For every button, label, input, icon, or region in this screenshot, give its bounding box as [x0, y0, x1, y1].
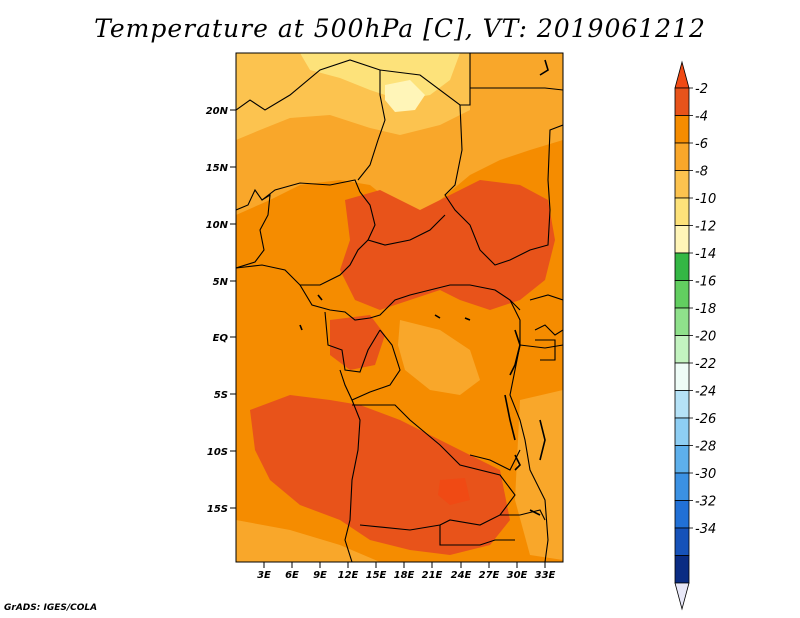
lat-label: 20N	[206, 106, 229, 117]
field-south-dark	[250, 395, 510, 555]
field-central-dark	[340, 180, 555, 310]
lon-label: 30E	[507, 570, 528, 581]
lat-label: EQ	[213, 333, 229, 344]
lon-label: 21E	[422, 570, 443, 581]
colorbar-label: -10	[695, 192, 716, 207]
colorbar-swatch	[674, 335, 690, 364]
credit-text: GrADS: IGES/COLA	[4, 603, 98, 613]
colorbar-label: -24	[695, 385, 716, 400]
colorbar-swatch	[674, 362, 690, 391]
colorbar-swatch	[674, 170, 690, 199]
lon-label: 12E	[338, 570, 359, 581]
colorbar-label: -14	[695, 247, 716, 262]
colorbar-swatch	[674, 252, 690, 281]
colorbar-swatch	[674, 87, 690, 116]
colorbar-swatch	[674, 307, 690, 336]
colorbar-swatch	[674, 280, 690, 309]
colorbar-swatch	[674, 197, 690, 226]
lon-label: 15E	[366, 570, 387, 581]
lat-label: 5N	[213, 277, 229, 288]
colorbar-cap-top	[674, 60, 690, 89]
colorbar: -2 -4 -6 -8 -10 -12 -14 -16 -18 -20 -22 -24 -26 -28 -3…	[674, 60, 716, 611]
colorbar-label: -4	[695, 110, 708, 125]
colorbar-swatch	[674, 527, 690, 556]
colorbar-label: -26	[695, 412, 716, 427]
lon-label: 9E	[313, 570, 327, 581]
colorbar-label: -30	[695, 467, 716, 482]
map-frame	[235, 52, 564, 563]
lon-label: 3E	[257, 570, 271, 581]
lat-label: 10S	[207, 447, 228, 458]
field-congo-light	[398, 320, 480, 395]
colorbar-swatch	[674, 555, 690, 584]
lon-ticks: 3E 6E 9E 12E 15E 18E 21E 24E 27E 30E 33E	[257, 562, 556, 581]
colorbar-label: -32	[695, 495, 716, 510]
colorbar-label: -16	[695, 275, 716, 290]
colorbar-label: -34	[695, 522, 716, 537]
colorbar-label: -2	[695, 82, 708, 97]
colorbar-swatch	[674, 500, 690, 529]
lat-label: 15N	[206, 163, 229, 174]
colorbar-swatch	[674, 390, 690, 419]
colorbar-label: -22	[695, 357, 716, 372]
colorbar-label: -12	[695, 220, 716, 235]
colorbar-swatch	[674, 445, 690, 474]
chart-title: Temperature at 500hPa [C], VT: 201906121…	[94, 14, 706, 43]
colorbar-swatch	[674, 417, 690, 446]
colorbar-label: -18	[695, 302, 716, 317]
colorbar-swatch	[674, 142, 690, 171]
colorbar-cap-bottom	[674, 582, 690, 611]
colorbar-label: -6	[695, 137, 708, 152]
lon-label: 27E	[479, 570, 500, 581]
colorbar-label: -28	[695, 440, 716, 455]
field-se-light	[515, 390, 563, 560]
colorbar-swatch	[674, 115, 690, 144]
field-gabon-dark	[330, 315, 385, 370]
lon-label: 6E	[285, 570, 299, 581]
lon-label: 18E	[394, 570, 415, 581]
map-panel	[236, 53, 563, 562]
colorbar-swatch	[674, 472, 690, 501]
field-sw-light	[236, 520, 380, 562]
field-north-palest	[385, 80, 425, 112]
colorbar-swatch	[674, 225, 690, 254]
lakes	[299, 59, 549, 516]
lon-label: 33E	[535, 570, 556, 581]
colorbar-label: -20	[695, 330, 716, 345]
lat-ticks: 20N 15N 10N 5N EQ 5S 10S 15S	[206, 106, 236, 515]
colorbar-label: -8	[695, 165, 708, 180]
country-borders	[236, 53, 563, 562]
lon-label: 24E	[451, 570, 472, 581]
lat-label: 5S	[214, 390, 228, 401]
field-zambia-peak	[438, 478, 470, 505]
lat-label: 10N	[206, 220, 229, 231]
lat-label: 15S	[207, 504, 228, 515]
